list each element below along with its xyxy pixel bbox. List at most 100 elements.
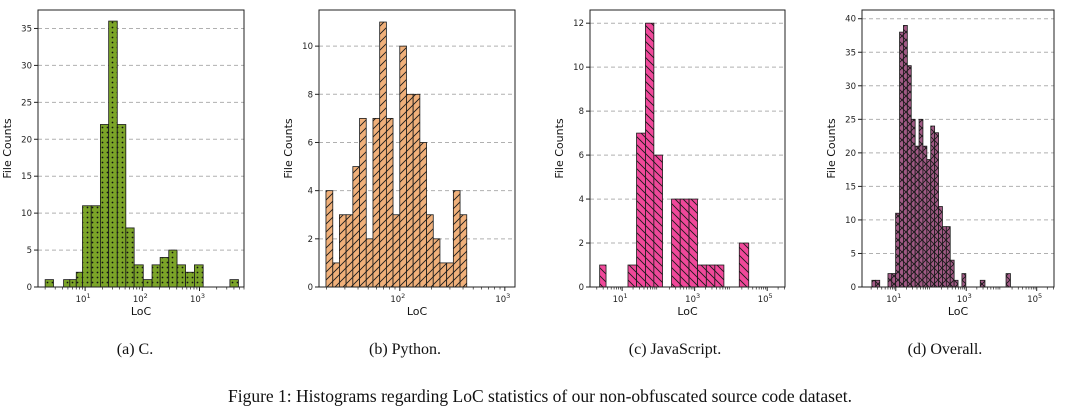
y-tick-label-c: 35	[21, 24, 32, 34]
y-tick-label-c: 15	[21, 172, 32, 182]
bar-c-14	[159, 257, 170, 288]
y-tick-label-overall: 15	[845, 182, 856, 192]
x-tick-label-overall: 101	[886, 292, 901, 305]
bar-python-19	[452, 190, 461, 288]
y-tick-label-overall: 10	[845, 216, 856, 226]
bar-overall-8	[906, 65, 912, 288]
bar-overall-10	[914, 145, 920, 288]
bar-overall-3	[887, 273, 893, 288]
y-axis-label-python: File Counts	[282, 118, 295, 179]
bar-c-15	[168, 249, 178, 288]
bar-python-7	[372, 117, 381, 288]
bar-javascript-3	[636, 132, 646, 288]
y-axis-label-overall: File Counts	[825, 118, 838, 179]
y-axis-label-c: File Counts	[1, 118, 14, 179]
bar-overall-18	[945, 226, 951, 288]
bar-c-11	[133, 264, 144, 288]
y-tick-label-javascript: 2	[579, 239, 584, 249]
bar-python-17	[439, 262, 448, 288]
bar-python-12	[406, 93, 414, 288]
subcaption-c: (a) C.	[116, 341, 154, 358]
bar-c-6	[90, 205, 101, 288]
bar-overall-22	[961, 273, 967, 288]
y-tick-label-python: 0	[308, 283, 313, 293]
histogram-overall: 0 5 10 15 20 25 30 35 40 101 103 105 LoC File Counts	[825, 9, 1055, 318]
bar-c-10	[125, 227, 135, 288]
bar-javascript-12	[714, 264, 725, 288]
bar-python-9	[385, 117, 394, 288]
bar-javascript-5	[653, 154, 663, 288]
bar-javascript-7	[671, 198, 681, 288]
bar-javascript-0	[599, 264, 607, 288]
y-tick-label-overall: 35	[845, 48, 856, 58]
bar-javascript-8	[679, 198, 690, 288]
plot-frame-javascript	[589, 9, 786, 288]
bar-c-0	[44, 279, 54, 288]
x-tick-label-c: 101	[76, 292, 91, 305]
bar-overall-17	[942, 226, 947, 288]
bar-python-2	[339, 214, 347, 288]
bar-overall-6	[899, 31, 904, 288]
plot-frame-python	[318, 9, 516, 288]
bar-c-7	[99, 124, 110, 288]
bar-python-15	[426, 214, 434, 288]
bar-overall-0	[871, 279, 877, 288]
bar-c-4	[75, 271, 83, 288]
y-tick-label-c: 30	[21, 61, 32, 71]
bar-c-8	[108, 20, 118, 288]
bar-overall-24	[979, 279, 986, 288]
y-tick-label-c: 25	[21, 98, 32, 108]
bar-python-6	[365, 238, 374, 288]
bar-overall-14	[930, 125, 936, 288]
y-tick-label-python: 6	[308, 138, 313, 148]
bar-overall-4	[891, 273, 897, 288]
bar-c-16	[176, 264, 186, 288]
bar-overall-13	[926, 159, 932, 288]
y-tick-label-javascript: 0	[579, 283, 584, 293]
bar-overall-7	[903, 25, 908, 288]
figure-caption: Figure 1: Histograms regarding LoC stati…	[227, 386, 852, 406]
y-tick-label-c: 5	[27, 246, 32, 256]
y-tick-label-python: 8	[308, 90, 313, 100]
bar-python-4	[352, 166, 360, 288]
bar-overall-26	[1005, 273, 1011, 288]
x-tick-label-python: 102	[390, 292, 405, 305]
y-tick-label-overall: 0	[851, 283, 856, 293]
x-axis-label-python: LoC	[407, 305, 428, 318]
y-tick-label-javascript: 10	[573, 63, 584, 73]
bar-c-17	[185, 271, 195, 288]
bar-c-13	[151, 264, 161, 288]
bar-c-12	[142, 279, 153, 288]
y-tick-label-javascript: 6	[579, 151, 584, 161]
bar-overall-11	[918, 118, 924, 288]
bar-python-8	[379, 21, 387, 288]
x-tick-label-python: 103	[495, 292, 510, 305]
bar-javascript-10	[697, 264, 707, 288]
y-tick-label-c: 20	[21, 135, 32, 145]
subcaption-python: (b) Python.	[369, 341, 441, 358]
y-tick-label-overall: 40	[845, 15, 856, 25]
bar-c-5	[82, 205, 92, 288]
y-tick-label-javascript: 12	[573, 19, 584, 29]
y-tick-label-overall: 30	[845, 82, 856, 92]
bar-overall-15	[934, 132, 939, 288]
plot-frame-c	[37, 9, 245, 288]
x-tick-label-c: 103	[190, 292, 205, 305]
y-tick-label-c: 10	[21, 209, 32, 219]
y-axis-label-javascript: File Counts	[553, 118, 566, 179]
y-tick-label-overall: 20	[845, 149, 856, 159]
bar-javascript-14	[738, 242, 750, 288]
bar-overall-16	[938, 206, 943, 288]
y-tick-label-c: 0	[27, 283, 32, 293]
bar-overall-19	[949, 259, 955, 288]
bar-python-13	[412, 93, 421, 288]
bar-c-3	[69, 279, 77, 288]
bar-c-18	[194, 264, 204, 288]
y-tick-label-overall: 25	[845, 115, 856, 125]
bar-python-1	[332, 262, 340, 288]
bar-python-18	[446, 262, 454, 288]
y-tick-label-python: 10	[302, 42, 313, 52]
x-tick-label-overall: 103	[957, 292, 972, 305]
y-tick-label-javascript: 8	[579, 107, 584, 117]
